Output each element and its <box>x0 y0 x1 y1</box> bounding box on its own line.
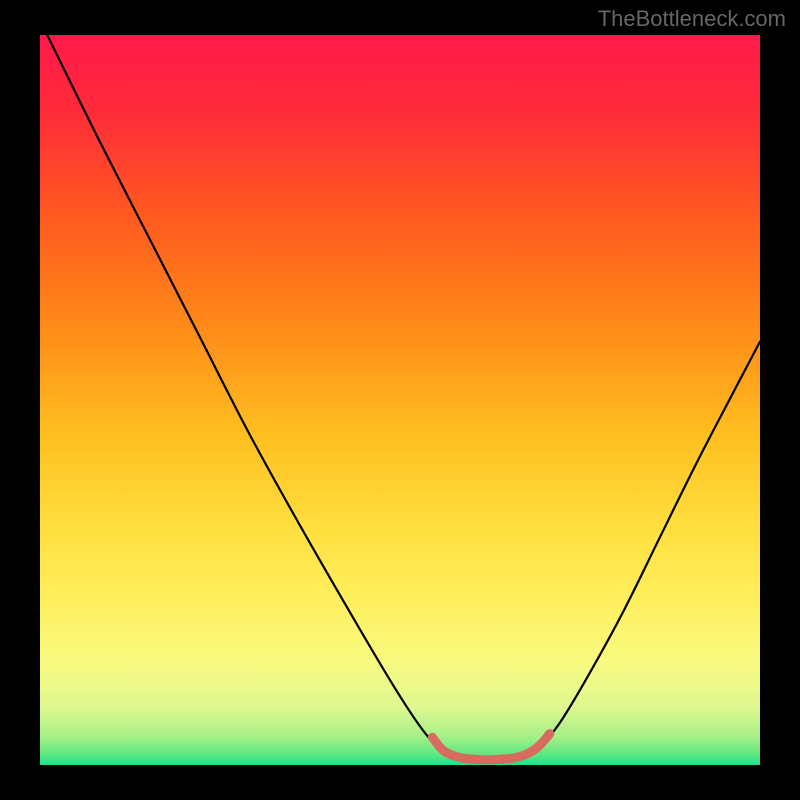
chart-container: TheBottleneck.com <box>0 0 800 800</box>
chart-gradient-background <box>40 35 760 765</box>
bottleneck-chart <box>0 0 800 800</box>
watermark-label: TheBottleneck.com <box>598 6 786 32</box>
